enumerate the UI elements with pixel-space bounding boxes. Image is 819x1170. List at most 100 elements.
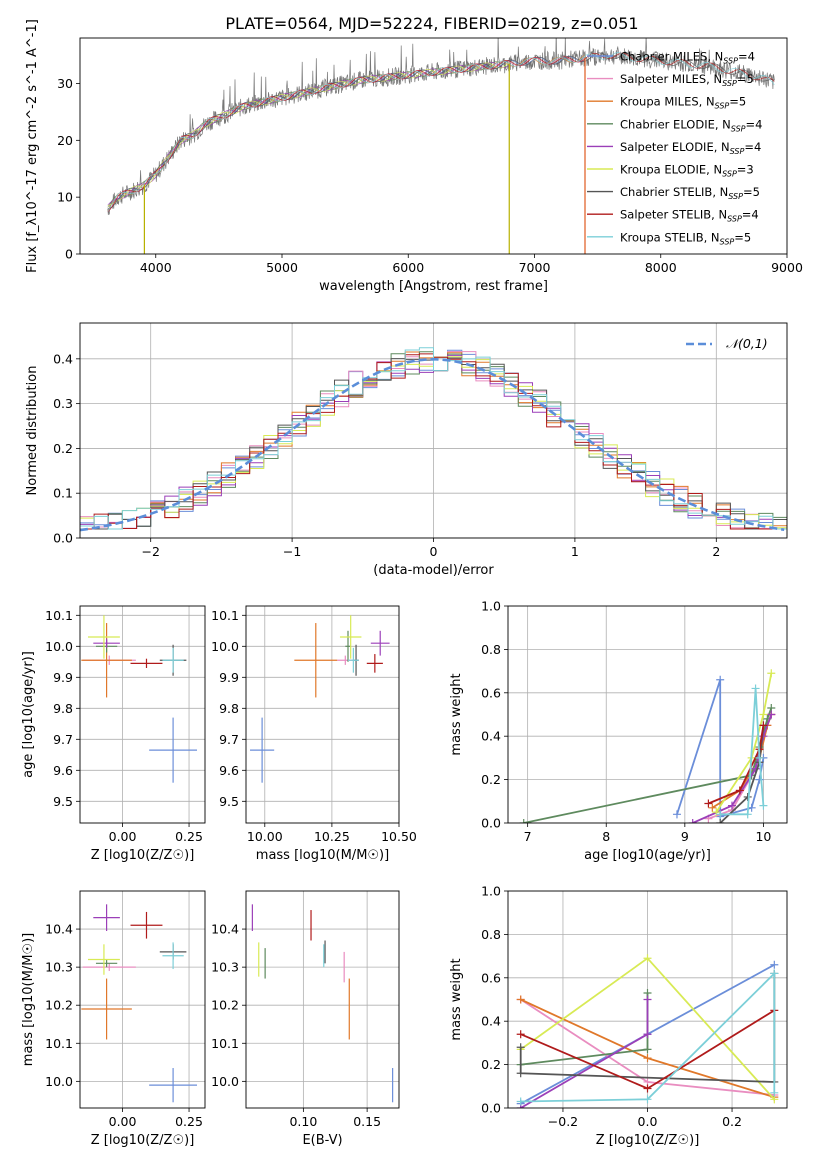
plus-marker (727, 801, 736, 810)
legend-label: Kroupa MILES, NSSP=5 (620, 95, 746, 111)
y-tick-label: 10.0 (45, 1074, 73, 1089)
y-tick-label: 10.1 (45, 1036, 73, 1051)
axes-frame (79, 37, 788, 255)
figure-title: PLATE=0564, MJD=52224, FIBERID=0219, z=0… (225, 14, 638, 33)
y-tick-label: 9.9 (53, 670, 73, 685)
axes-frame (79, 890, 206, 1109)
plus-marker (716, 810, 725, 819)
model-spectrum-line (107, 52, 775, 212)
y-tick-label: 0.0 (481, 816, 501, 831)
model-spectrum-line (107, 52, 775, 212)
legend-label: Chabrier MILES, NSSP=4 (620, 50, 755, 66)
axes-frame (507, 605, 788, 824)
plot-area-mass_vs_ebv (246, 891, 399, 1108)
plot-area-spectrum (107, 38, 775, 254)
y-tick-label: 1.0 (481, 884, 501, 899)
plus-marker (759, 721, 768, 730)
x-axis-label: E(B-V) (302, 1133, 342, 1148)
legend-label: Kroupa ELODIE, NSSP=3 (620, 163, 754, 179)
y-axis-label: age [log10(age/yr)] (21, 651, 36, 778)
x-tick-label: 0.25 (175, 829, 203, 844)
x-tick-label: 5000 (266, 260, 298, 275)
series-line (719, 725, 765, 823)
normal-reference-curve (80, 358, 785, 532)
x-tick-label: 2 (712, 544, 720, 559)
y-tick-label: 10.3 (211, 960, 239, 975)
y-tick-label: 10.1 (211, 1036, 239, 1051)
y-tick-label: 10.0 (211, 639, 239, 654)
y-axis-label: Flux [f_λ10^-17 erg cm^-2 s^-1 A^-1] (25, 19, 40, 273)
y-tick-label: 9.5 (219, 794, 239, 809)
legend-label: Chabrier ELODIE, NSSP=4 (620, 117, 762, 133)
y-tick-label: 10.0 (211, 1074, 239, 1089)
plus-marker (743, 792, 752, 801)
plus-marker (716, 819, 725, 823)
plus-marker (643, 954, 652, 963)
x-tick-label: −1 (283, 544, 301, 559)
x-axis-label: Z [log10(Z/Z☉)] (91, 848, 195, 863)
x-tick-label: 4000 (140, 260, 172, 275)
plus-marker (516, 1030, 525, 1039)
panels: 4000 5000 6000 7000 8000 90000102030wavelengt… (21, 19, 803, 1148)
x-tick-label: 7000 (519, 260, 551, 275)
series-line (520, 971, 776, 1103)
y-tick-label: 30 (57, 76, 73, 91)
plus-marker (759, 801, 768, 810)
x-tick-label: 0 (430, 544, 438, 559)
y-tick-label: 9.5 (53, 794, 73, 809)
y-tick-label: 10.0 (45, 639, 73, 654)
y-tick-label: 0.6 (481, 685, 501, 700)
x-tick-label: 0.00 (109, 829, 137, 844)
plus-marker (643, 1095, 652, 1104)
y-axis-label: mass weight (449, 958, 464, 1040)
legend-label: Salpeter STELIB, NSSP=4 (620, 208, 759, 224)
plus-marker (519, 819, 528, 823)
legend-label: Chabrier STELIB, NSSP=5 (620, 185, 760, 201)
y-tick-label: 0.4 (53, 351, 73, 366)
panel-mass_weight_vs_age: 7 8 9 10 0.0 0.2 0.4 0.6 0.8 1.0 age [log10(age/yr… (449, 599, 788, 863)
x-tick-label: 8000 (645, 260, 677, 275)
axes-frame (245, 890, 400, 1109)
axes-frame (245, 605, 400, 824)
panel-spectrum: 4000 5000 6000 7000 8000 9000 0 10 20 30 wavelengt… (25, 19, 803, 294)
y-tick-label: 10.2 (211, 998, 239, 1013)
x-axis-label: wavelength [Angstrom, rest frame] (319, 279, 548, 294)
y-tick-label: 20 (57, 133, 73, 148)
y-tick-label: 9.7 (53, 732, 73, 747)
x-tick-label: 10 (755, 829, 771, 844)
y-tick-label: 0.6 (481, 970, 501, 985)
y-tick-label: 10.2 (45, 998, 73, 1013)
plot-area-age_vs_Z (80, 606, 205, 823)
x-tick-label: 8 (602, 829, 610, 844)
y-axis-label: Normed distribution (25, 366, 40, 496)
y-tick-label: 0.2 (481, 772, 501, 787)
x-axis-label: mass [log10(M/M☉)] (256, 848, 389, 863)
panel-mass_weight_vs_Z: −0.2 0.0 0.2 0.0 0.2 0.4 0.6 0.8 1.0 Z [log10(Z/Z… (449, 884, 788, 1148)
y-tick-label: 0 (65, 247, 73, 262)
y-tick-label: 10.1 (211, 608, 239, 623)
x-tick-label: 0.25 (175, 1114, 203, 1129)
plus-marker (643, 1084, 652, 1093)
plus-marker (708, 803, 717, 812)
plus-marker (688, 819, 697, 823)
panel-mass_vs_ebv: 0.10 0.15 10.0 10.1 10.2 10.3 10.4 E(B-V) (211, 890, 400, 1148)
series-line (520, 999, 649, 1108)
x-tick-label: 9 (681, 829, 689, 844)
x-tick-label: 10.50 (381, 829, 417, 844)
plus-marker (735, 786, 744, 795)
y-tick-label: 0.2 (481, 1057, 501, 1072)
x-tick-label: 0.0 (638, 1114, 658, 1129)
legend-label: Salpeter MILES, NSSP=5 (620, 72, 754, 88)
plus-marker (767, 710, 776, 719)
y-axis-label: mass weight (449, 673, 464, 755)
panel-residuals: −2 −1 0 1 2 0.0 0.1 0.2 0.3 0.4 (data-model)/error… (25, 322, 788, 578)
plus-marker (751, 684, 760, 693)
y-tick-label: 0.4 (481, 1014, 501, 1029)
y-tick-label: 10 (57, 190, 73, 205)
y-tick-label: 9.7 (219, 732, 239, 747)
histogram-step-line (80, 347, 787, 530)
y-tick-label: 9.9 (219, 670, 239, 685)
plus-marker (716, 675, 725, 684)
x-tick-label: 10.00 (247, 829, 283, 844)
